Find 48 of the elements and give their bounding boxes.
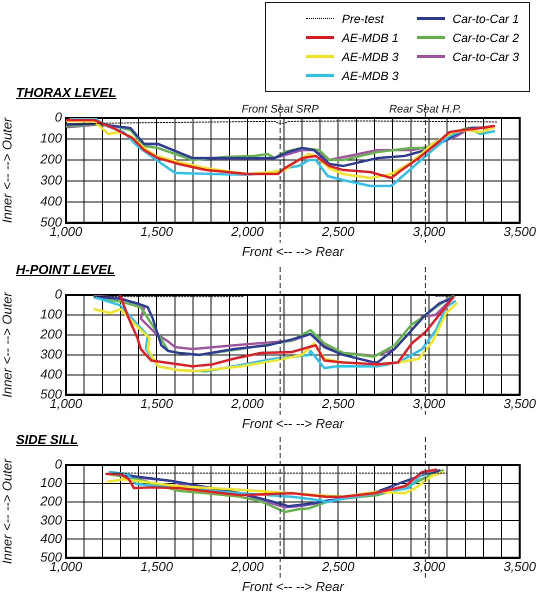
x-axis-title: Front <-- --> Rear: [242, 244, 344, 259]
x-tick-label: 2,500: [320, 559, 356, 574]
legend-label: AE-MDB 3: [342, 50, 399, 64]
x-tick-label: 1,500: [140, 559, 174, 574]
x-tick-label: 1,500: [140, 224, 174, 240]
x-axis-title: Front <-- --> Rear: [242, 578, 344, 594]
y-tick-label: 300: [40, 512, 63, 528]
y-tick-label: 0: [54, 286, 63, 302]
y-tick-label: 300: [40, 346, 63, 362]
y-tick-label: 400: [40, 366, 63, 382]
y-tick-label: 100: [40, 306, 63, 322]
y-axis-title: Inner <-- --> Outer: [0, 458, 14, 564]
x-tick-label: 3,500: [503, 224, 537, 240]
y-tick-label: 0: [54, 110, 63, 125]
y-axis-title: Inner <-- --> Outer: [0, 116, 14, 224]
x-axis-title: Front <-- --> Rear: [242, 416, 344, 431]
y-axis-title: Inner <-- --> Outer: [0, 291, 14, 398]
legend-label: AE-MDB 1: [342, 30, 399, 44]
x-tick-label: 1,500: [140, 396, 174, 412]
y-tick-label: 100: [40, 475, 63, 490]
x-tick-label: 2,000: [230, 224, 265, 240]
ref-line-label: Front Seat SRP: [242, 104, 320, 116]
chart-title: THORAX LEVEL: [16, 85, 116, 100]
chart-title: SIDE SILL: [16, 432, 78, 447]
legend-label: Car-to-Car 2: [452, 30, 519, 44]
y-tick-label: 200: [39, 152, 63, 167]
ref-line-label: Rear Seat H.P.: [389, 104, 462, 116]
legend-label: AE-MDB 3: [342, 68, 399, 82]
x-tick-label: 2,500: [320, 224, 356, 240]
y-tick-label: 200: [39, 326, 63, 342]
x-tick-label: 3,000: [412, 559, 446, 574]
x-tick-label: 3,000: [412, 224, 446, 240]
y-tick-label: 200: [39, 494, 63, 509]
y-tick-label: 100: [40, 130, 63, 146]
legend-label: Car-to-Car 3: [452, 50, 519, 64]
x-tick-label: 2,500: [320, 396, 356, 412]
y-tick-label: 300: [40, 172, 63, 188]
x-tick-label: 2,000: [230, 396, 265, 412]
y-tick-label: 400: [40, 530, 63, 546]
legend-label: Pre-test: [342, 12, 384, 26]
y-tick-label: 0: [54, 456, 63, 472]
legend-label: Car-to-Car 1: [452, 12, 519, 26]
x-tick-label: 2,000: [230, 559, 265, 574]
x-tick-label: 3,000: [412, 396, 446, 412]
y-tick-label: 400: [40, 193, 63, 208]
chart-title: H-POINT LEVEL: [16, 262, 115, 277]
x-tick-label: 3,500: [503, 396, 537, 412]
x-tick-label: 3,500: [503, 559, 537, 574]
